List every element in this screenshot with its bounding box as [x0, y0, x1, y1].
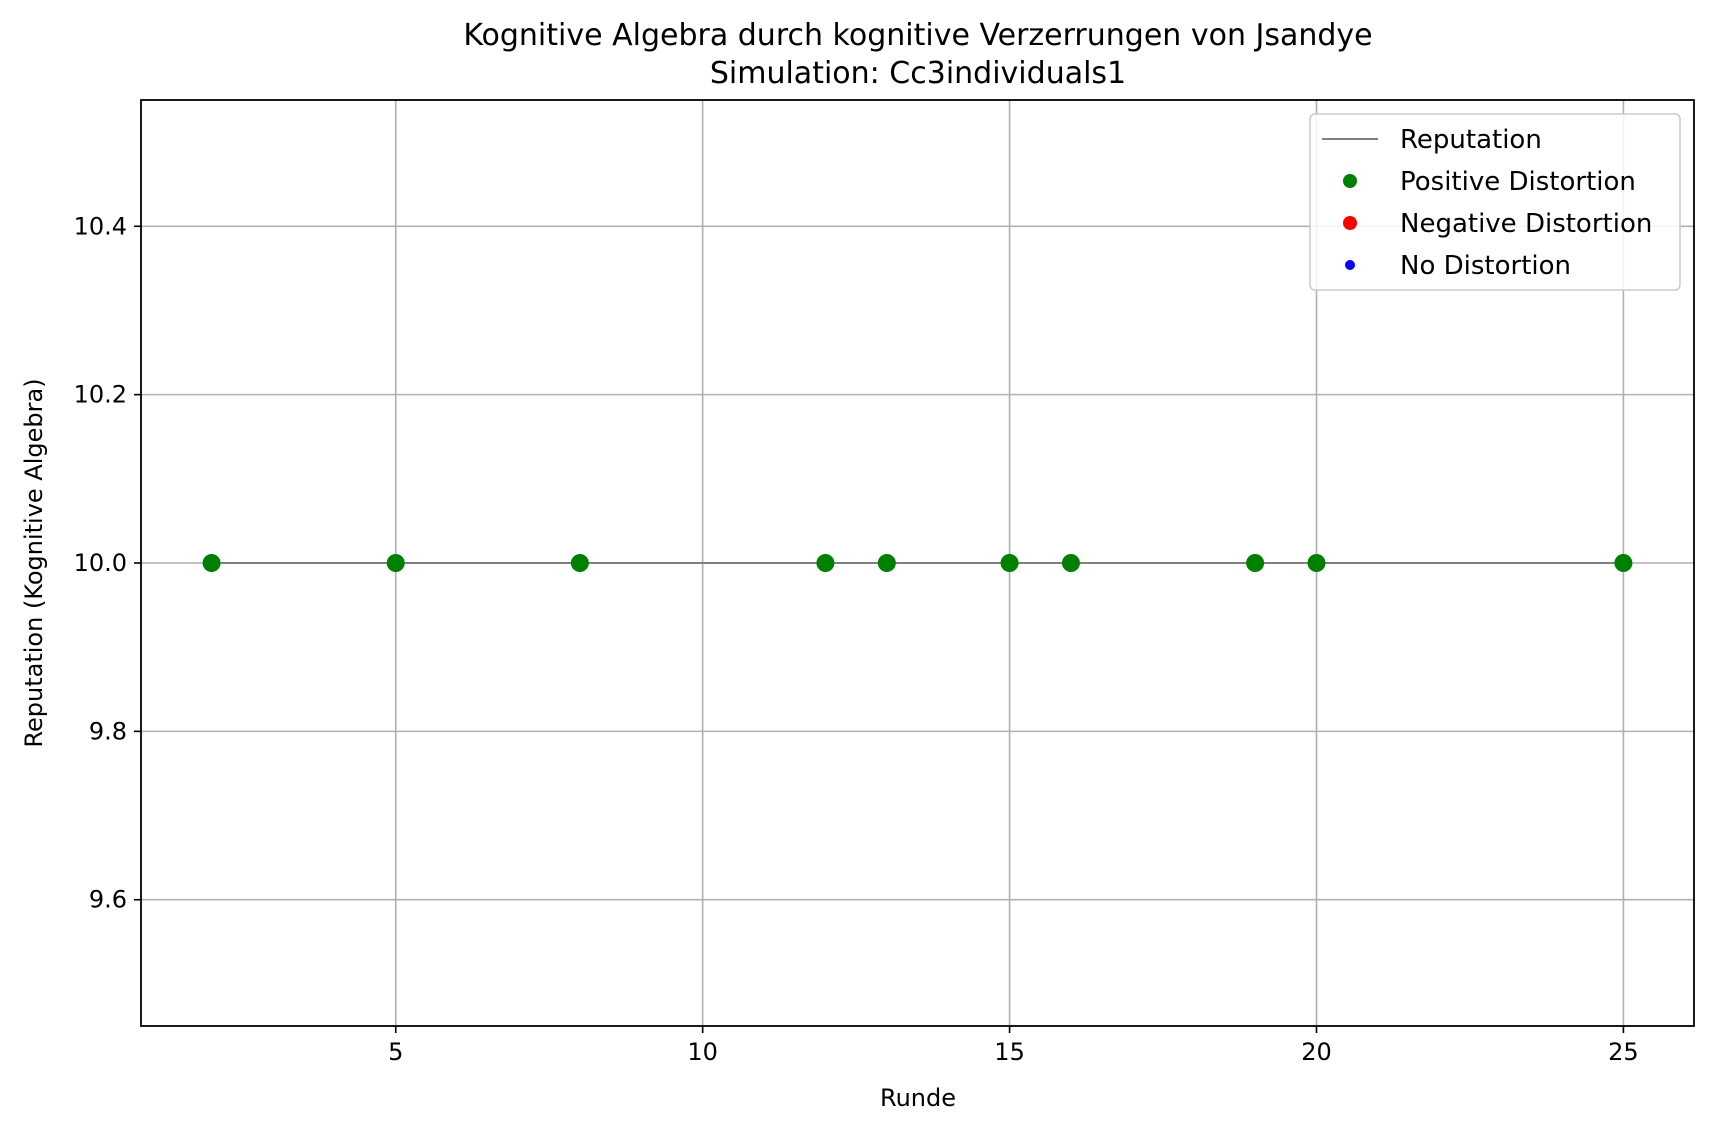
positive-distortion-point: [1000, 554, 1019, 572]
positive-distortion-point: [386, 554, 405, 572]
legend-marker-swatch: [1345, 260, 1355, 270]
y-axis-label: Reputation (Kognitive Algebra): [20, 378, 48, 747]
legend: Reputation Positive Distortion Negative Di…: [1309, 113, 1681, 291]
y-tick-label: 10.2: [74, 381, 127, 409]
y-tick-label: 9.6: [89, 886, 127, 914]
chart-subtitle: Simulation: Cc3individuals1: [710, 56, 1126, 91]
y-tick-label: 10.0: [74, 549, 127, 577]
legend-marker-swatch: [1343, 216, 1357, 230]
axis-ticks: 5 10 15 20 25 9.6 9.8 10.0 10.2 10.4: [74, 212, 1639, 1066]
y-tick-label: 9.8: [89, 717, 127, 745]
x-axis-label: Runde: [880, 1084, 956, 1112]
positive-distortion-point: [570, 554, 589, 572]
positive-distortion-point: [816, 554, 835, 572]
x-tick-label: 25: [1608, 1038, 1639, 1066]
positive-distortion-point: [1614, 554, 1633, 572]
legend-box: [1309, 113, 1681, 291]
y-tick-label: 10.4: [74, 212, 127, 240]
plot-frame: [140, 99, 1695, 1027]
legend-label: Positive Distortion: [1400, 167, 1636, 197]
x-tick-label: 15: [994, 1038, 1025, 1066]
positive-distortion-point: [1061, 554, 1080, 572]
x-tick-label: 5: [388, 1038, 403, 1066]
x-tick-label: 10: [687, 1038, 718, 1066]
legend-label: Reputation: [1400, 125, 1542, 155]
chart-title: Kognitive Algebra durch kognitive Verzer…: [463, 18, 1372, 53]
legend-label: Negative Distortion: [1400, 209, 1652, 239]
positive-distortion-point: [1307, 554, 1326, 572]
positive-distortion-point: [877, 554, 896, 572]
plot-series: [202, 554, 1633, 572]
positive-distortion-point: [202, 554, 221, 572]
legend-marker-swatch: [1343, 174, 1357, 188]
positive-distortion-point: [1246, 554, 1265, 572]
x-tick-label: 20: [1301, 1038, 1332, 1066]
legend-label: No Distortion: [1400, 251, 1571, 281]
